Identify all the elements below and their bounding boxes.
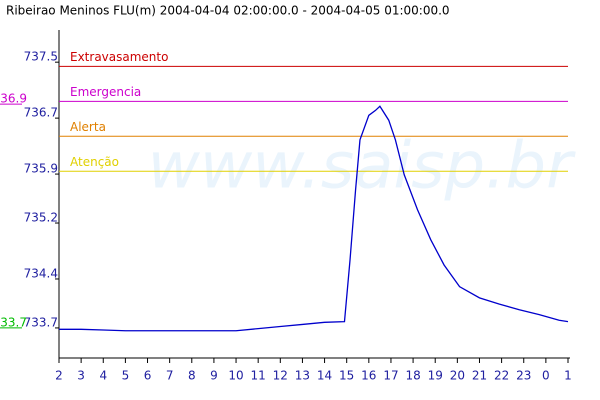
- y-tick-label: 733.7: [24, 315, 58, 329]
- x-tick-label: 16: [361, 369, 376, 383]
- threshold-label: Extravasamento: [70, 50, 168, 64]
- x-tick-label: 4: [99, 369, 107, 383]
- x-tick-label: 8: [188, 369, 196, 383]
- x-tick-label: 15: [339, 369, 354, 383]
- x-tick-label: 14: [317, 369, 332, 383]
- x-tick-label: 22: [494, 369, 509, 383]
- y-tick-label: 735.2: [24, 211, 58, 225]
- x-tick-label: 1: [564, 369, 572, 383]
- threshold-label: Alerta: [70, 120, 106, 134]
- x-tick-label: 2: [55, 369, 63, 383]
- x-tick-label: 19: [428, 369, 443, 383]
- x-tick-label: 13: [295, 369, 310, 383]
- x-tick-label: 21: [472, 369, 487, 383]
- y-tick-label: 737.5: [24, 50, 58, 64]
- x-tick-label: 3: [77, 369, 85, 383]
- data-line: [59, 105, 569, 332]
- x-tick-label: 18: [405, 369, 420, 383]
- threshold-label: Atenção: [70, 155, 119, 169]
- x-tick-label: 12: [273, 369, 288, 383]
- x-tick-label: 23: [516, 369, 531, 383]
- y-tick-label: 734.4: [24, 266, 58, 280]
- x-tick-label: 0: [542, 369, 550, 383]
- x-tick-label: 10: [228, 369, 243, 383]
- threshold-label: Emergencia: [70, 85, 141, 99]
- y-tick-label: 736.7: [24, 106, 58, 120]
- x-tick-label: 20: [450, 369, 465, 383]
- x-tick-label: 17: [383, 369, 398, 383]
- x-tick-label: 9: [210, 369, 218, 383]
- chart-title: Ribeirao Meninos FLU(m) 2004-04-04 02:00…: [6, 4, 450, 18]
- x-tick-label: 7: [166, 369, 174, 383]
- watermark: www.saisp.br: [148, 130, 577, 204]
- x-tick-label: 6: [144, 369, 152, 383]
- x-tick-label: 5: [122, 369, 130, 383]
- marker-label: 733.7: [0, 315, 27, 329]
- y-tick-label: 735.9: [24, 162, 58, 176]
- marker-label: 736.9: [0, 92, 27, 106]
- x-tick-label: 11: [251, 369, 266, 383]
